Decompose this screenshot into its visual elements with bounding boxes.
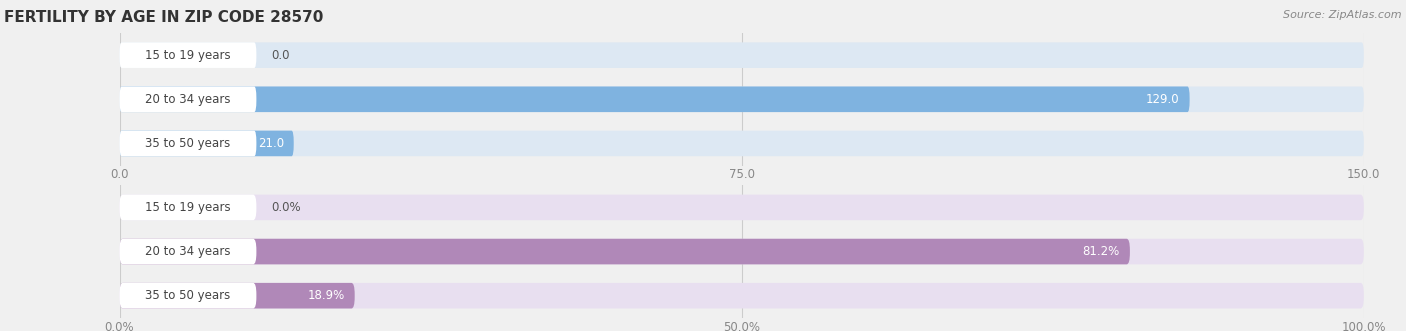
- FancyBboxPatch shape: [120, 239, 1364, 264]
- FancyBboxPatch shape: [120, 42, 256, 68]
- Text: 18.9%: 18.9%: [308, 289, 344, 302]
- FancyBboxPatch shape: [120, 239, 256, 264]
- Text: 20 to 34 years: 20 to 34 years: [145, 245, 231, 258]
- FancyBboxPatch shape: [120, 283, 1364, 308]
- Text: 35 to 50 years: 35 to 50 years: [145, 289, 231, 302]
- Text: 0.0: 0.0: [271, 49, 290, 62]
- FancyBboxPatch shape: [120, 42, 1364, 68]
- Text: 129.0: 129.0: [1146, 93, 1180, 106]
- Text: 0.0%: 0.0%: [271, 201, 301, 214]
- FancyBboxPatch shape: [120, 131, 256, 156]
- FancyBboxPatch shape: [120, 283, 354, 308]
- FancyBboxPatch shape: [120, 239, 1130, 264]
- FancyBboxPatch shape: [120, 283, 256, 308]
- FancyBboxPatch shape: [120, 195, 256, 220]
- FancyBboxPatch shape: [120, 131, 294, 156]
- Text: 15 to 19 years: 15 to 19 years: [145, 201, 231, 214]
- Text: 21.0: 21.0: [257, 137, 284, 150]
- FancyBboxPatch shape: [120, 131, 1364, 156]
- Text: 81.2%: 81.2%: [1083, 245, 1121, 258]
- Text: Source: ZipAtlas.com: Source: ZipAtlas.com: [1284, 10, 1402, 20]
- Text: FERTILITY BY AGE IN ZIP CODE 28570: FERTILITY BY AGE IN ZIP CODE 28570: [4, 10, 323, 25]
- Text: 35 to 50 years: 35 to 50 years: [145, 137, 231, 150]
- FancyBboxPatch shape: [120, 195, 1364, 220]
- FancyBboxPatch shape: [120, 86, 1189, 112]
- Text: 15 to 19 years: 15 to 19 years: [145, 49, 231, 62]
- FancyBboxPatch shape: [120, 86, 256, 112]
- FancyBboxPatch shape: [120, 86, 1364, 112]
- Text: 20 to 34 years: 20 to 34 years: [145, 93, 231, 106]
